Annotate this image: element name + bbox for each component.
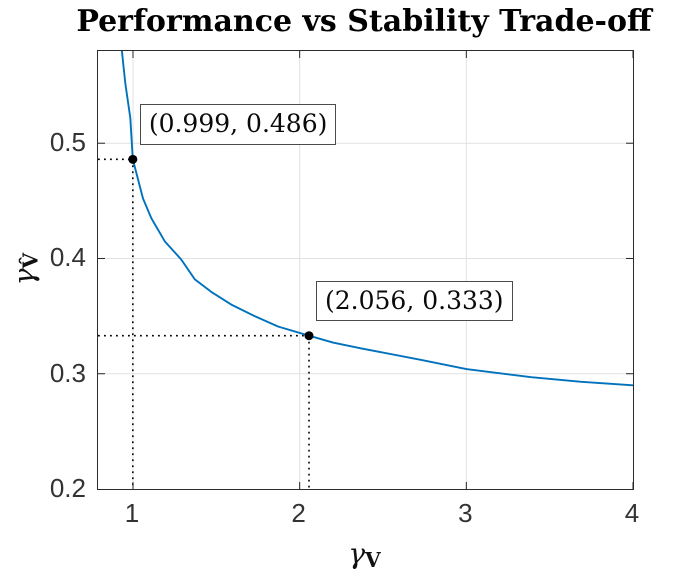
data-point-marker-layer	[128, 154, 314, 341]
y-tick-label-0.4: 0.4	[49, 242, 86, 273]
y-tick-label-0.3: 0.3	[49, 357, 86, 388]
x-tick-label-3: 3	[458, 498, 473, 528]
annotation-guide-layer	[98, 158, 310, 489]
y-axis-label: γV̂	[7, 252, 43, 286]
annotation-label-point-1: (0.999, 0.486)	[139, 104, 337, 145]
data-point-marker-1	[304, 331, 314, 341]
tick-mark-layer	[98, 51, 633, 489]
curve-layer	[120, 51, 633, 387]
y-axis-label-gamma: γ	[7, 268, 41, 286]
x-tick-label-1: 1	[124, 498, 140, 528]
chart-title: Performance vs Stability Trade-off	[76, 4, 652, 39]
data-point-marker-0	[128, 154, 138, 164]
x-tick-label-4: 4	[624, 498, 640, 528]
x-axis-label-subscript: V	[365, 547, 381, 572]
y-tick-label-0.5: 0.5	[49, 127, 86, 158]
x-tick-label-2: 2	[291, 498, 306, 528]
y-tick-label-0.2: 0.2	[49, 473, 86, 503]
x-axis-label: γV	[97, 537, 632, 572]
y-axis-label-subscript: V̂	[18, 252, 43, 269]
x-axis-label-gamma: γ	[348, 537, 366, 570]
annotation-label-point-2: (2.056, 0.333)	[316, 280, 513, 322]
series-trade-off-curve	[120, 51, 633, 387]
